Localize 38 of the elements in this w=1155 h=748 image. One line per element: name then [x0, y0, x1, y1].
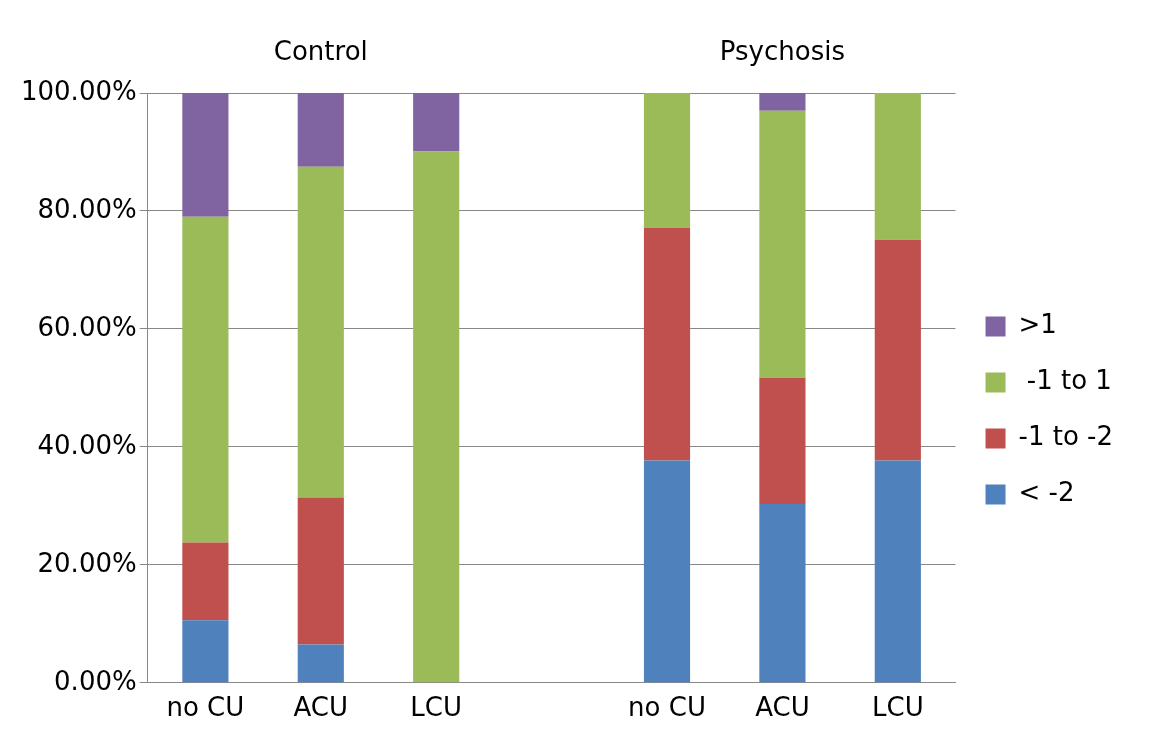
bar	[297, 166, 344, 498]
legend-label: >1	[1018, 309, 1057, 340]
legend-label: -1 to 1	[1018, 365, 1112, 396]
text: Psychosis	[719, 35, 845, 66]
y-tick-label: 40.00%	[37, 429, 137, 460]
bar	[759, 93, 806, 111]
bar	[297, 93, 344, 167]
bar	[182, 620, 229, 683]
bar	[297, 497, 344, 645]
bar	[759, 110, 806, 378]
y-tick-label: 60.00%	[37, 311, 137, 342]
text: Control	[273, 35, 368, 66]
y-tick-label: 0.00%	[54, 665, 137, 696]
y-tick-label: 100.00%	[20, 75, 137, 106]
legend-label: -1 to -2	[1018, 421, 1114, 452]
bar	[413, 93, 460, 152]
bar	[874, 93, 921, 240]
x-tick-label: LCU	[871, 692, 924, 723]
bar	[297, 644, 344, 683]
bar	[182, 93, 229, 217]
x-tick-label: no CU	[166, 692, 245, 723]
bar	[413, 151, 460, 683]
y-tick-label: 20.00%	[37, 547, 137, 578]
bar	[759, 504, 806, 683]
y-tick-label: 80.00%	[37, 193, 137, 224]
bar	[643, 460, 691, 683]
bar	[874, 460, 921, 683]
x-tick-label: no CU	[628, 692, 706, 723]
legend-label: < -2	[1018, 477, 1075, 508]
x-tick-label: ACU	[755, 692, 810, 723]
bar	[759, 377, 806, 505]
bar	[874, 239, 921, 461]
bar	[643, 228, 691, 461]
x-tick-label: ACU	[293, 692, 349, 723]
x-tick-label: LCU	[410, 692, 463, 723]
bar	[643, 93, 691, 229]
bar	[182, 542, 229, 621]
bar	[182, 216, 229, 543]
